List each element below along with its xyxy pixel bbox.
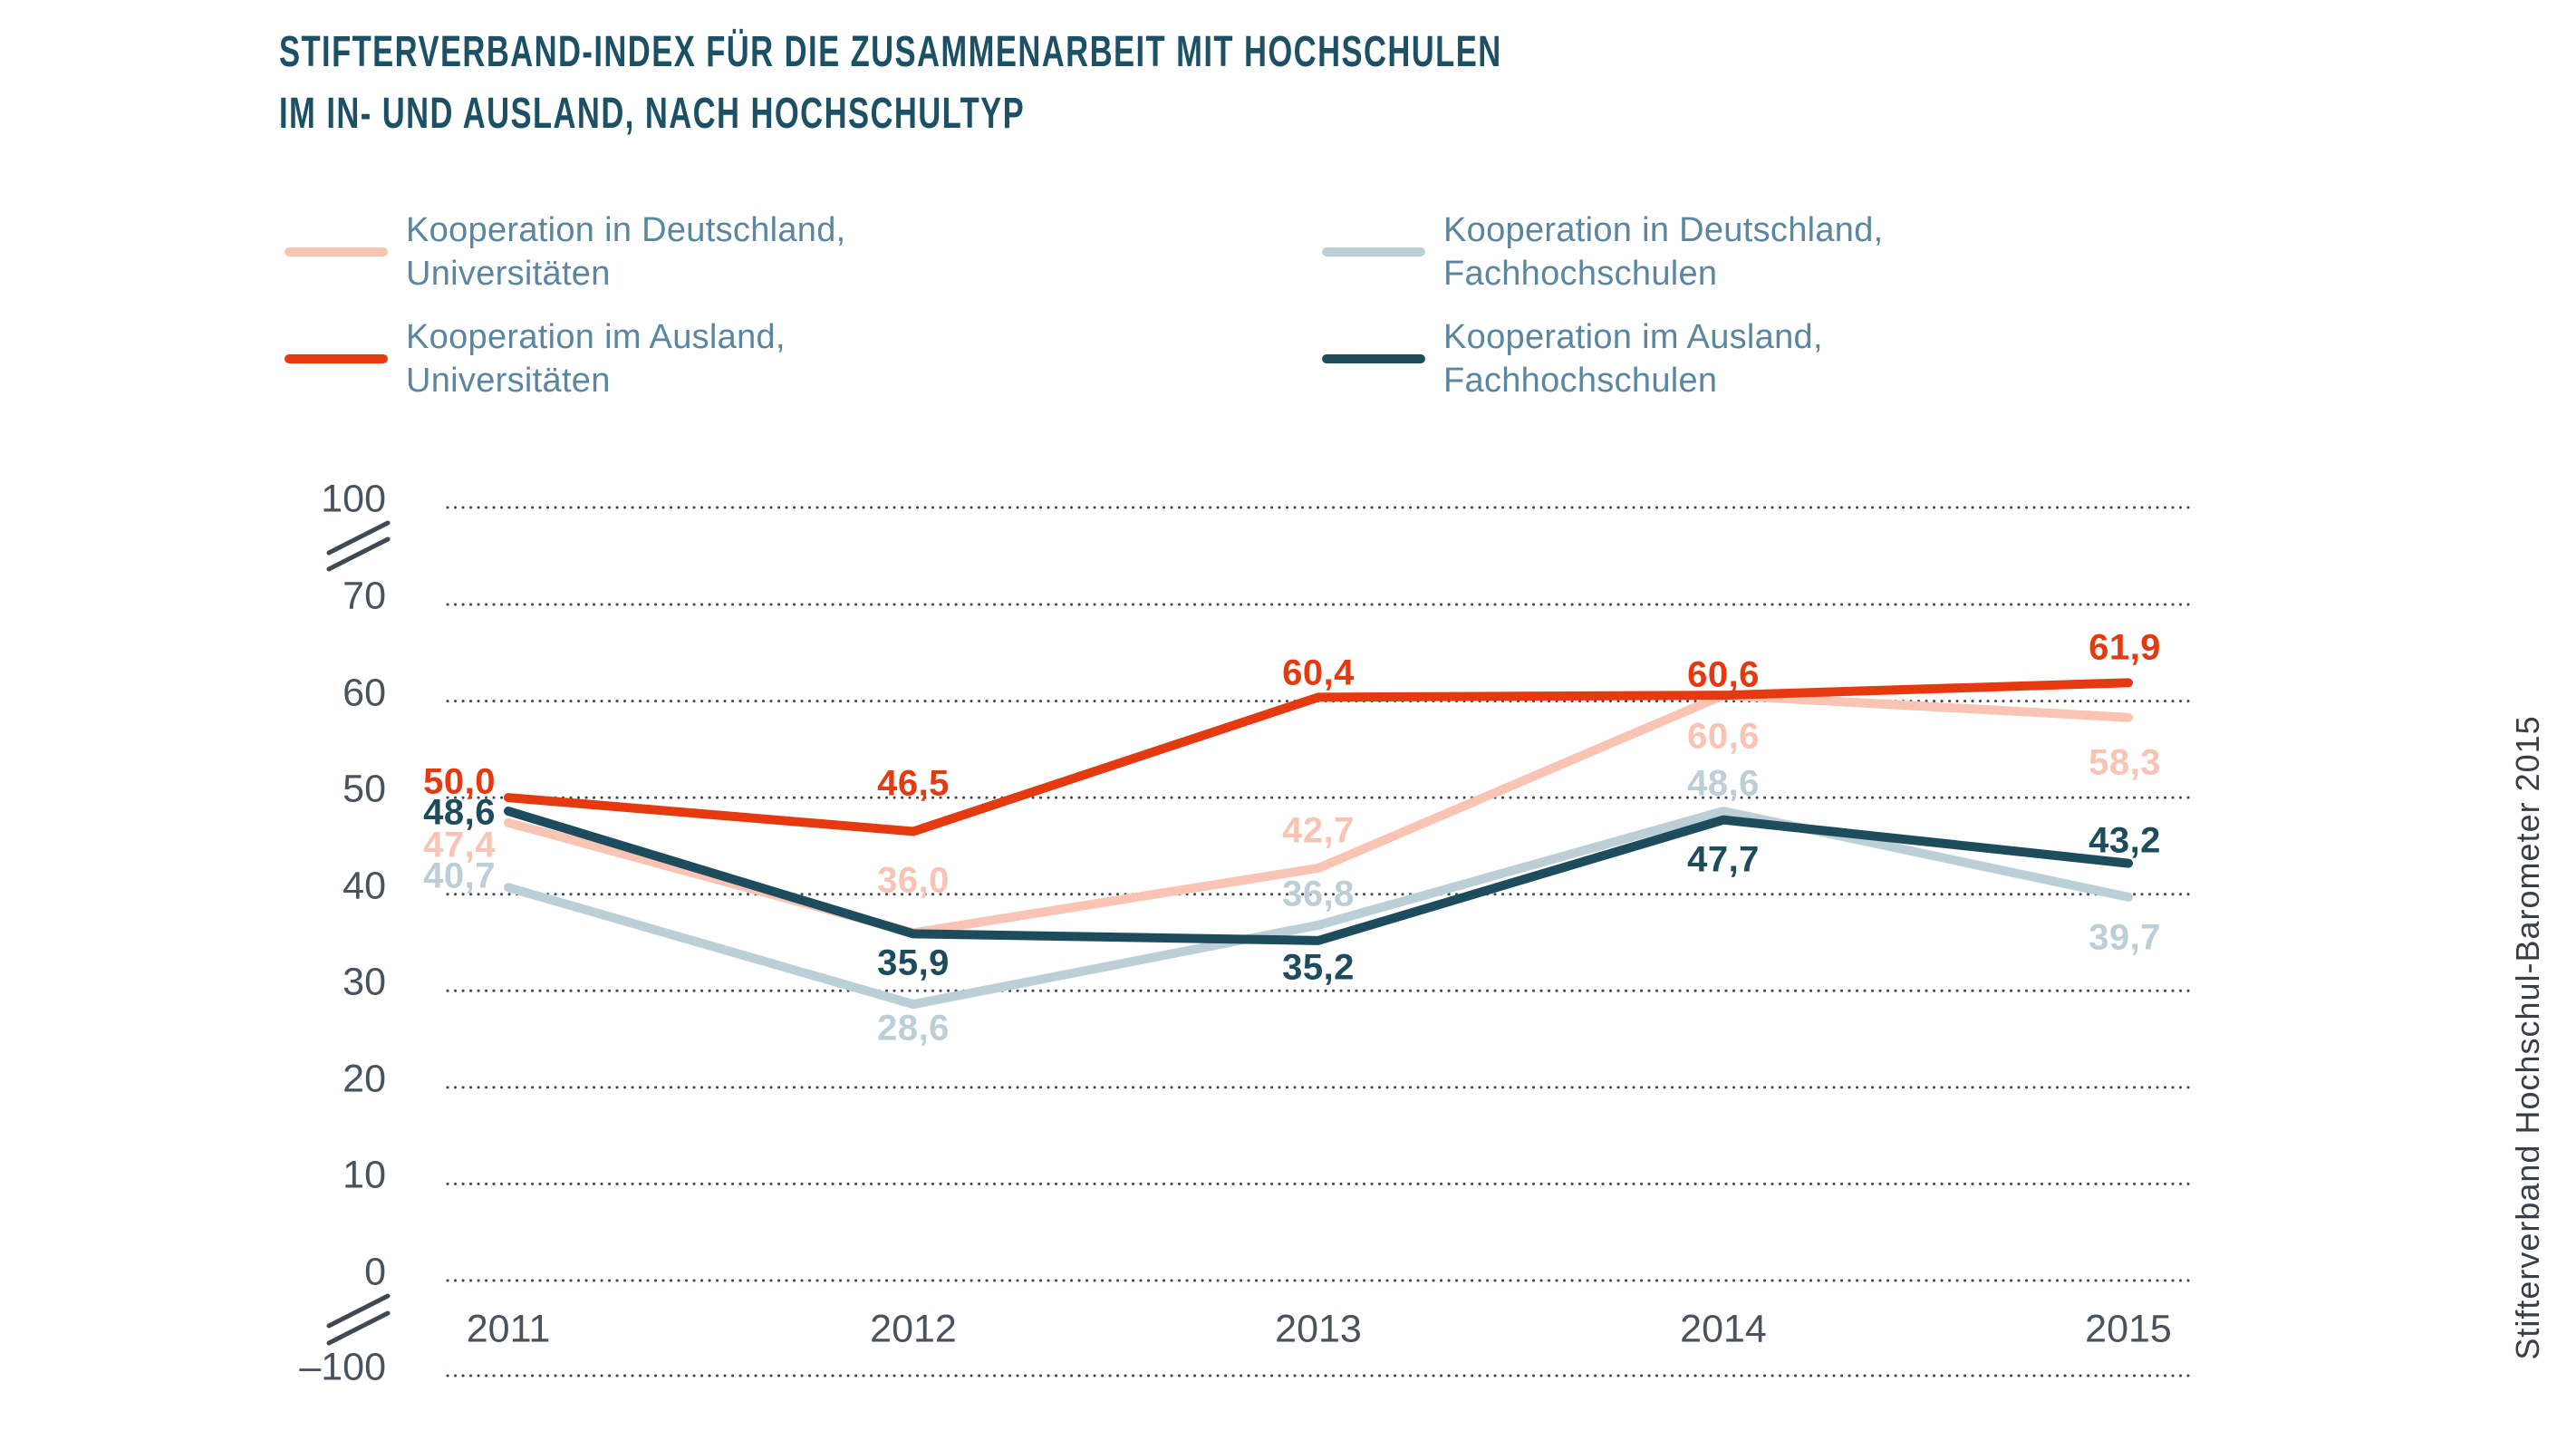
- axis-break-icon: [326, 1293, 391, 1329]
- value-label-2014-series-0: 60,6: [1687, 716, 1760, 757]
- legend-label: Kooperation in Deutschland, Universitäte…: [406, 208, 846, 295]
- legend-label-line1: Kooperation in Deutschland,: [1443, 211, 1884, 249]
- value-label-2013-series-2: 36,8: [1282, 874, 1355, 914]
- value-label-2013-series-1: 60,4: [1282, 652, 1355, 693]
- value-label-2015-series-2: 39,7: [2089, 917, 2161, 958]
- y-tick-label-30: 30: [343, 960, 386, 1004]
- value-label-2015-series-1: 61,9: [2089, 627, 2161, 668]
- legend-label-line2: Universitäten: [406, 255, 611, 293]
- series-line-1: [504, 678, 2133, 836]
- legend-swatch-red: [285, 354, 388, 363]
- legend-label-line1: Kooperation im Ausland,: [406, 318, 786, 356]
- y-tick-label-20: 20: [343, 1057, 386, 1101]
- legend-label: Kooperation im Ausland, Universitäten: [406, 315, 786, 402]
- value-label-2011-series-2: 40,7: [423, 856, 496, 896]
- legend-label-line2: Fachhochschulen: [1443, 362, 1718, 400]
- value-label-2013-series-3: 35,2: [1282, 947, 1355, 988]
- y-tick-label-40: 40: [343, 864, 386, 908]
- value-label-2011-series-0: 47,4: [423, 825, 496, 865]
- y-tick-label--100: –100: [299, 1345, 386, 1389]
- page-title: STIFTERVERBAND-INDEX FÜR DIE ZUSAMMENARB…: [279, 22, 1502, 145]
- value-label-2011-series-3: 48,6: [423, 792, 496, 833]
- value-label-2014-series-1: 60,6: [1687, 654, 1760, 695]
- axis-break-icon: [326, 1310, 391, 1346]
- series-line-2: [504, 807, 2133, 1010]
- value-label-2013-series-0: 42,7: [1282, 810, 1355, 851]
- value-label-2014-series-2: 48,6: [1687, 763, 1760, 804]
- legend-swatch-teal: [1322, 354, 1425, 363]
- axis-break-icon: [326, 520, 391, 556]
- axis-break-icon: [326, 536, 391, 572]
- page-title-line1: STIFTERVERBAND-INDEX FÜR DIE ZUSAMMENARB…: [279, 28, 1502, 76]
- value-label-2012-series-2: 28,6: [877, 1008, 950, 1049]
- x-tick-label-2014: 2014: [1680, 1307, 1767, 1351]
- y-tick-label-0: 0: [364, 1250, 386, 1294]
- value-label-2014-series-3: 47,7: [1687, 839, 1760, 880]
- value-label-2015-series-0: 58,3: [2089, 742, 2161, 783]
- x-tick-label-2012: 2012: [870, 1307, 957, 1351]
- y-tick-label-70: 70: [343, 574, 386, 618]
- y-tick-label-10: 10: [343, 1153, 386, 1197]
- y-tick-label-100: 100: [321, 477, 386, 521]
- y-tick-label-50: 50: [343, 767, 386, 811]
- y-tick-label-60: 60: [343, 671, 386, 715]
- legend-swatch-pink: [285, 247, 388, 256]
- value-label-2015-series-3: 43,2: [2089, 820, 2161, 861]
- legend-label: Kooperation in Deutschland, Fachhochschu…: [1443, 208, 1884, 295]
- legend-swatch-gray: [1322, 247, 1425, 256]
- legend-label-line1: Kooperation im Ausland,: [1443, 318, 1823, 356]
- x-tick-label-2015: 2015: [2085, 1307, 2172, 1351]
- legend-item-ausland-fachhochschulen: Kooperation im Ausland, Fachhochschulen: [1322, 315, 1823, 402]
- value-label-2012-series-3: 35,9: [877, 942, 950, 983]
- series-line-3: [504, 807, 2133, 945]
- legend-label-line1: Kooperation in Deutschland,: [406, 211, 846, 249]
- value-label-2012-series-0: 36,0: [877, 860, 950, 901]
- source-label: Stifterverband Hochschul-Barometer 2015: [2509, 715, 2546, 1360]
- legend-item-deutschland-fachhochschulen: Kooperation in Deutschland, Fachhochschu…: [1322, 208, 1884, 295]
- value-label-2011-series-1: 50,0: [423, 761, 496, 802]
- legend-label: Kooperation im Ausland, Fachhochschulen: [1443, 315, 1823, 402]
- x-tick-label-2013: 2013: [1275, 1307, 1362, 1351]
- legend-item-deutschland-universitaeten: Kooperation in Deutschland, Universitäte…: [285, 208, 846, 295]
- legend-item-ausland-universitaeten: Kooperation im Ausland, Universitäten: [285, 315, 786, 402]
- legend-label-line2: Fachhochschulen: [1443, 255, 1718, 293]
- page-title-line2: IM IN- UND AUSLAND, NACH HOCHSCHULTYP: [279, 90, 1026, 138]
- value-label-2012-series-1: 46,5: [877, 763, 950, 804]
- legend-label-line2: Universitäten: [406, 362, 611, 400]
- x-tick-label-2011: 2011: [466, 1307, 551, 1351]
